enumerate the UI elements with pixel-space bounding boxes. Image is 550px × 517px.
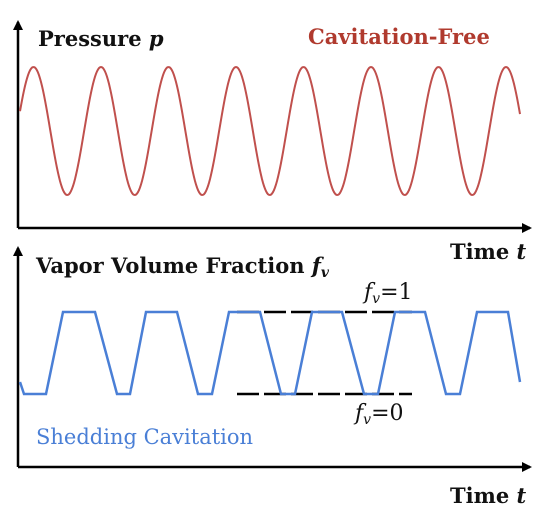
top-panel: Pressure p Cavitation-Free Time t — [13, 20, 532, 264]
pressure-curve — [19, 65, 521, 197]
bottom-title: Shedding Cavitation — [36, 425, 253, 449]
shedding-curve — [18, 310, 522, 396]
top-x-label: Time t — [450, 239, 527, 264]
bottom-x-label: Time t — [450, 483, 527, 508]
level-low-label: fv=0 — [353, 401, 404, 428]
top-y-label: Pressure p — [38, 26, 164, 51]
top-title: Cavitation-Free — [308, 24, 490, 49]
bottom-panel: Vapor Volume Fraction fv fv=1 fv=0 Shedd… — [13, 246, 532, 508]
level-high-label: fv=1 — [362, 280, 413, 307]
bottom-y-label: Vapor Volume Fraction fv — [35, 253, 330, 281]
